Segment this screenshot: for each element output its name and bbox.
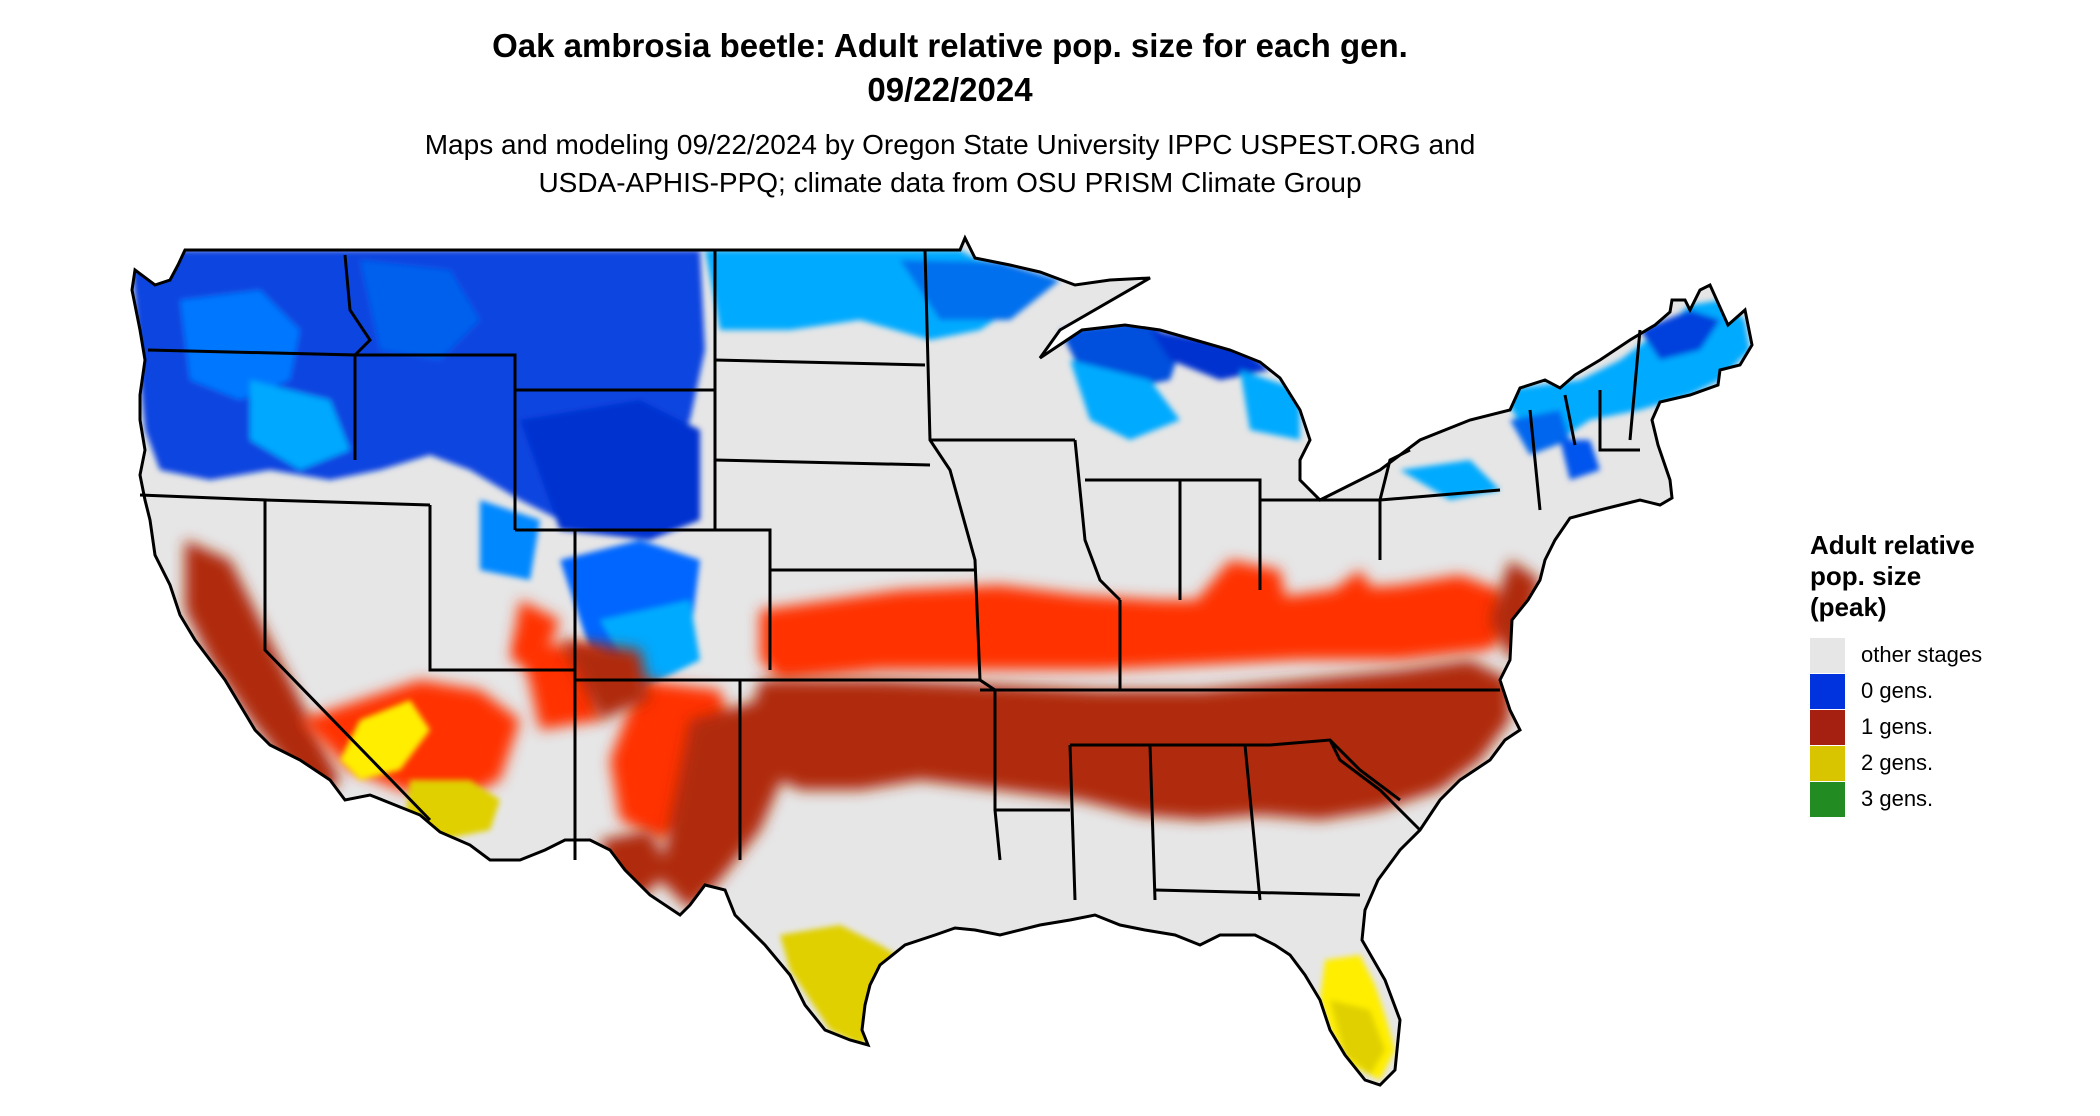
legend-item-0-gens: 0 gens. (1810, 673, 2080, 709)
legend-label: 2 gens. (1861, 750, 1934, 775)
map-date: 09/22/2024 (867, 71, 1033, 108)
legend-swatch (1810, 709, 1845, 745)
legend-label: 0 gens. (1861, 678, 1934, 703)
legend-swatch (1810, 781, 1845, 817)
legend-label: 3 gens. (1861, 786, 1934, 811)
legend-label: other stages (1861, 642, 1983, 667)
legend-swatch (1810, 637, 1845, 673)
map-credit-line-2: USDA-APHIS-PPQ; climate data from OSU PR… (538, 167, 1362, 198)
map-title: Oak ambrosia beetle: Adult relative pop.… (492, 27, 1408, 64)
legend-swatch (1810, 673, 1845, 709)
state-borders (130, 236, 1754, 1087)
legend-title-line-1: Adult relative (1810, 530, 1975, 560)
legend: Adult relative pop. size (peak) other st… (1810, 530, 2080, 817)
legend-item-other-stages: other stages (1810, 637, 2080, 673)
map-credit-line-1: Maps and modeling 09/22/2024 by Oregon S… (424, 129, 1476, 160)
legend-item-3-gens: 3 gens. (1810, 781, 2080, 817)
legend-swatch (1810, 745, 1845, 781)
legend-title-line-3: (peak) (1810, 592, 1887, 622)
legend-title: Adult relative pop. size (peak) (1810, 530, 2080, 623)
legend-label: 1 gens. (1861, 714, 1934, 739)
legend-title-line-2: pop. size (1810, 561, 1922, 591)
legend-item-2-gens: 2 gens. (1810, 745, 2080, 781)
legend-item-1-gens: 1 gens. (1810, 709, 2080, 745)
